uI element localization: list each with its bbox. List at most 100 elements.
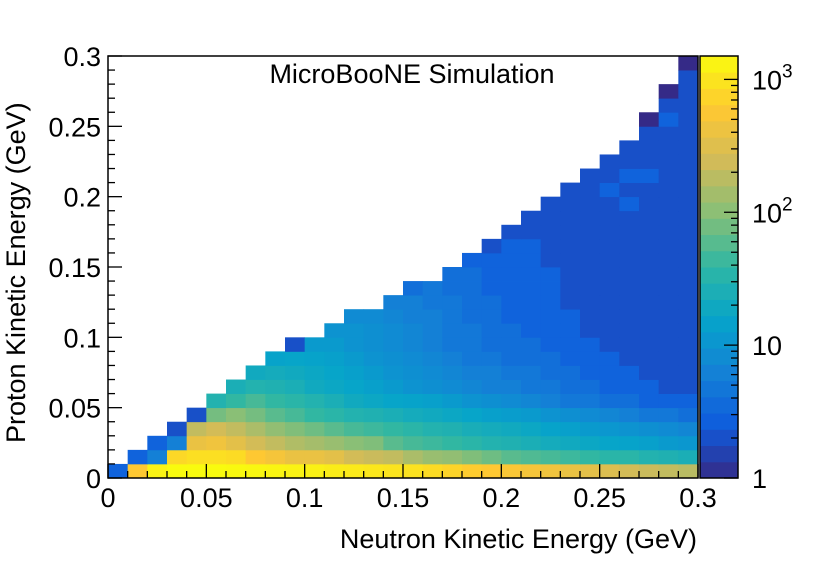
heatmap-cell: [639, 210, 660, 226]
heatmap-cell: [540, 337, 561, 352]
y-tick-label: 0.25: [48, 112, 101, 142]
heatmap-cell: [678, 140, 699, 155]
heatmap-cell: [147, 463, 168, 479]
heatmap-cell: [599, 449, 620, 465]
heatmap-cell: [285, 365, 306, 380]
heatmap-cell: [462, 463, 483, 479]
heatmap-cell: [639, 407, 660, 423]
heatmap-cell: [324, 323, 345, 338]
heatmap-cell: [658, 140, 679, 155]
heatmap-cell: [304, 407, 325, 423]
y-tick-label: 0.05: [48, 394, 101, 424]
x-tick-label: 0.1: [286, 483, 324, 513]
heatmap-cell: [265, 463, 286, 479]
heatmap-cell: [521, 224, 542, 240]
heatmap-cell: [186, 449, 207, 465]
colorbar-band: [700, 185, 738, 203]
heatmap-cell: [521, 323, 542, 338]
heatmap-cell: [363, 351, 384, 366]
heatmap-cell: [580, 196, 601, 212]
heatmap-cell: [442, 407, 463, 423]
heatmap-cell: [599, 365, 620, 380]
heatmap-cell: [599, 295, 620, 310]
heatmap-cell: [324, 365, 345, 380]
heatmap-cell: [285, 407, 306, 423]
heatmap-cell: [639, 365, 660, 380]
heatmap-cell: [560, 365, 581, 380]
heatmap-cell: [599, 168, 620, 183]
heatmap-cell: [462, 421, 483, 437]
heatmap-cell: [304, 463, 325, 479]
heatmap-cell: [344, 323, 365, 338]
heatmap-cell: [383, 407, 404, 423]
colorbar-band: [700, 380, 738, 398]
heatmap-cell: [442, 449, 463, 465]
heatmap-cell: [167, 435, 188, 451]
heatmap-cell: [580, 449, 601, 465]
heatmap-cell: [658, 154, 679, 169]
heatmap-cell: [206, 435, 227, 451]
heatmap-cells: [108, 56, 699, 479]
heatmap-cell: [658, 182, 679, 198]
colorbar-band: [700, 445, 738, 463]
heatmap-cell: [245, 449, 266, 465]
heatmap-cell: [245, 435, 266, 451]
heatmap-cell: [363, 449, 384, 465]
heatmap-cell: [580, 435, 601, 451]
colorbar-band: [700, 202, 738, 219]
heatmap-cell: [678, 196, 699, 212]
heatmap-cell: [501, 224, 522, 240]
heatmap-cell: [619, 407, 640, 423]
heatmap-cell: [599, 210, 620, 226]
heatmap-cell: [403, 449, 424, 465]
heatmap-cell: [540, 435, 561, 451]
heatmap-cell: [599, 435, 620, 451]
heatmap-cell: [403, 435, 424, 451]
heatmap-cell: [501, 337, 522, 352]
x-tick-label: 0.15: [377, 483, 430, 513]
heatmap-cell: [363, 379, 384, 394]
heatmap-cell: [560, 407, 581, 423]
heatmap-cell: [599, 393, 620, 409]
heatmap-cell: [127, 449, 148, 465]
heatmap-cell: [422, 281, 443, 296]
heatmap-cell: [403, 295, 424, 310]
heatmap-cell: [580, 337, 601, 352]
heatmap-cell: [658, 84, 679, 99]
heatmap-cell: [245, 421, 266, 437]
heatmap-cell: [462, 435, 483, 451]
heatmap-cell: [658, 210, 679, 226]
heatmap-cell: [501, 449, 522, 465]
heatmap-cell: [344, 421, 365, 437]
heatmap-cell: [540, 196, 561, 212]
heatmap-cell: [501, 421, 522, 437]
heatmap-cell: [599, 337, 620, 352]
heatmap-cell: [501, 379, 522, 394]
heatmap-cell: [462, 379, 483, 394]
heatmap-cell: [678, 351, 699, 366]
heatmap-cell: [265, 449, 286, 465]
heatmap-cell: [540, 393, 561, 409]
heatmap-cell: [678, 421, 699, 437]
heatmap-cell: [560, 196, 581, 212]
colorbar-band: [700, 413, 738, 430]
heatmap-cell: [658, 351, 679, 366]
heatmap-cell: [619, 140, 640, 155]
heatmap-cell: [285, 435, 306, 451]
heatmap-cell: [442, 337, 463, 352]
heatmap-cell: [304, 449, 325, 465]
heatmap-cell: [658, 407, 679, 423]
colorbar-label: 103: [752, 61, 793, 95]
y-tick-labels: 0 0.05 0.1 0.15 0.2 0.25 0.3: [48, 42, 101, 494]
heatmap-cell: [147, 449, 168, 465]
heatmap-cell: [481, 407, 502, 423]
heatmap-cell: [422, 421, 443, 437]
colorbar-band: [700, 137, 738, 154]
heatmap-cell: [678, 309, 699, 324]
heatmap-cell: [304, 351, 325, 366]
heatmap-cell: [540, 365, 561, 380]
heatmap-cell: [580, 407, 601, 423]
heatmap-cell: [481, 267, 502, 282]
heatmap-cell: [265, 365, 286, 380]
heatmap-cell: [206, 463, 227, 479]
